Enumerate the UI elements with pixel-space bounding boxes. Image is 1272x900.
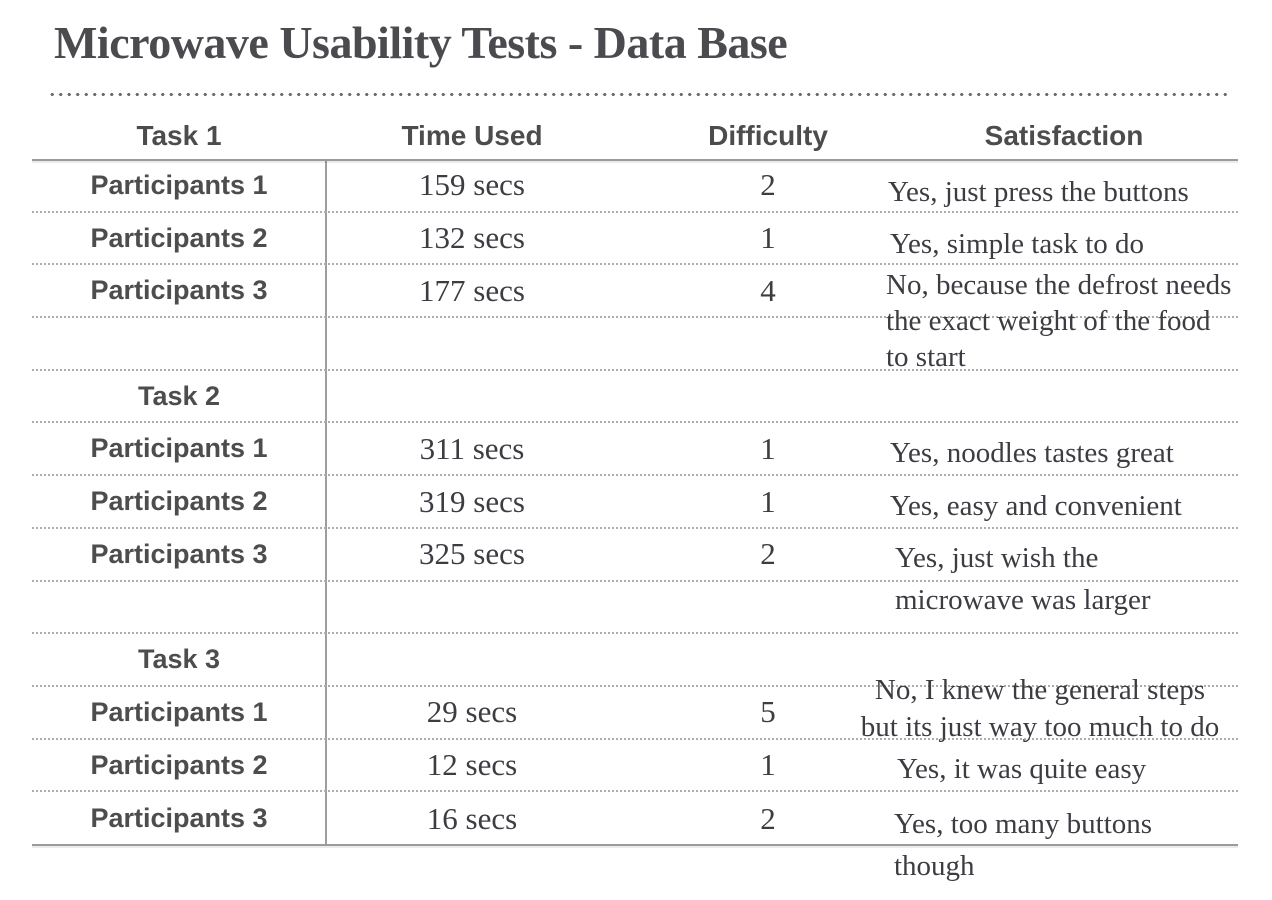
satisfaction-line: No, I knew the general steps: [874, 674, 1206, 706]
table-row: Participants 2 319 secs 1: [32, 476, 1238, 529]
satisfaction-line: though: [894, 850, 975, 882]
satisfaction-line: Yes, simple task to do: [890, 228, 1145, 260]
time-value: 177 secs: [419, 272, 525, 308]
difficulty-value: 5: [760, 694, 776, 730]
participant-label: Participants 1: [90, 433, 268, 464]
satisfaction-text: Yes, simple task to do: [890, 225, 1144, 263]
satisfaction-text: No, I knew the general steps but its jus…: [822, 672, 1258, 746]
satisfaction-line: No, because the defrost needs: [886, 269, 1232, 301]
satisfaction-line: Yes, just wish the: [895, 542, 1099, 574]
satisfaction-text: Yes, noodles tastes great: [890, 434, 1174, 472]
difficulty-value: 4: [760, 272, 776, 308]
satisfaction-line: Yes, just press the buttons: [888, 176, 1189, 208]
table-row: [32, 318, 1238, 371]
satisfaction-line: microwave was larger: [895, 584, 1151, 616]
satisfaction-text: Yes, just press the buttons: [888, 173, 1189, 211]
table-row: Participants 2 12 secs 1: [32, 740, 1238, 793]
column-header-time-used: Time Used: [401, 120, 543, 151]
difficulty-value: 2: [760, 167, 776, 203]
difficulty-value: 1: [760, 747, 776, 783]
table-row: Participants 3 177 secs 4: [32, 265, 1238, 319]
column-header-task: Task 1: [136, 120, 222, 151]
participant-label: Participants 2: [90, 749, 268, 780]
header-underline: [32, 159, 1238, 161]
table-row: Participants 2 132 secs 1: [32, 213, 1238, 266]
column-divider: [325, 160, 327, 844]
table-row: Task 2: [32, 371, 1238, 424]
satisfaction-text: Yes, easy and convenient: [890, 487, 1182, 525]
difficulty-value: 1: [760, 483, 776, 519]
time-value: 311 secs: [419, 430, 525, 466]
table-row: Participants 3 16 secs 2: [32, 792, 1238, 845]
satisfaction-text: No, because the defrost needs the exact …: [886, 267, 1231, 375]
table-row: Participants 1 29 secs 5: [32, 687, 1238, 740]
table-row: Participants 3 325 secs 2: [32, 529, 1238, 582]
time-value: 325 secs: [419, 536, 525, 572]
time-value: 319 secs: [419, 483, 525, 519]
participant-label: Participants 1: [90, 696, 268, 727]
satisfaction-text: Yes, just wish the microwave was larger: [895, 537, 1151, 621]
column-header-difficulty: Difficulty: [708, 120, 828, 151]
time-value: 132 secs: [419, 220, 525, 256]
satisfaction-line: to start: [886, 341, 966, 373]
participant-label: Participants 2: [90, 222, 268, 253]
satisfaction-line: the exact weight of the food: [886, 305, 1211, 337]
participant-label: Participants 3: [90, 803, 268, 834]
table-row: Task 3: [32, 634, 1238, 687]
table-row: Participants 1 311 secs 1: [32, 424, 1238, 477]
page-title: Microwave Usability Tests - Data Base: [54, 17, 788, 68]
time-value: 29 secs: [426, 694, 518, 730]
satisfaction-line: Yes, it was quite easy: [897, 753, 1147, 785]
difficulty-value: 1: [760, 220, 776, 256]
time-value: 159 secs: [419, 167, 525, 203]
satisfaction-text: Yes, too many buttons though: [894, 803, 1152, 887]
task-label: Task 2: [137, 380, 221, 411]
satisfaction-line: Yes, too many buttons: [894, 808, 1153, 840]
difficulty-value: 1: [760, 430, 776, 466]
time-value: 16 secs: [426, 800, 518, 836]
time-value: 12 secs: [426, 747, 518, 783]
participant-label: Participants 2: [90, 486, 268, 517]
satisfaction-line: Yes, easy and convenient: [890, 490, 1182, 522]
satisfaction-line: Yes, noodles tastes great: [890, 437, 1174, 469]
task-label: Task 3: [137, 644, 221, 675]
table-row: [32, 582, 1238, 635]
participant-label: Participants 1: [90, 169, 268, 200]
table-bottom-border: [32, 844, 1238, 846]
participant-label: Participants 3: [90, 538, 268, 569]
table-row: Participants 1 159 secs 2: [32, 160, 1238, 213]
satisfaction-line: but its just way too much to do: [860, 711, 1220, 743]
title-divider: [48, 92, 1230, 97]
difficulty-value: 2: [760, 536, 776, 572]
difficulty-value: 2: [760, 800, 776, 836]
column-header-satisfaction: Satisfaction: [984, 120, 1144, 151]
participant-label: Participants 3: [90, 275, 268, 306]
satisfaction-text: Yes, it was quite easy: [897, 750, 1146, 788]
